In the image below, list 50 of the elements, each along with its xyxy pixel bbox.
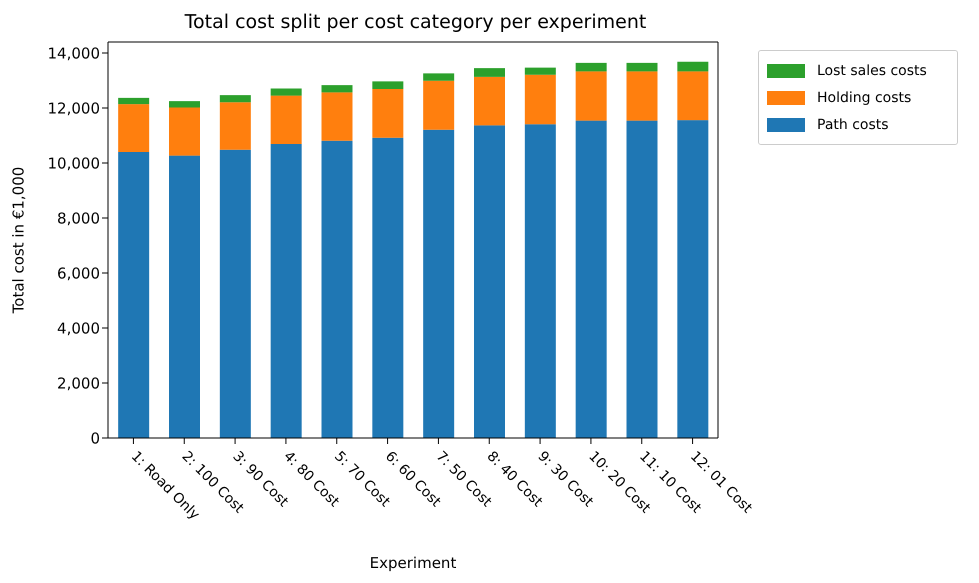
bar [118, 104, 150, 152]
bar [372, 138, 404, 438]
bar [524, 124, 556, 438]
y-tick-label: 8,000 [57, 209, 100, 228]
legend-label: Holding costs [817, 90, 912, 106]
bar [423, 73, 454, 81]
y-tick-label: 6,000 [57, 264, 100, 282]
bar [423, 80, 454, 130]
y-tick-label: 2,000 [57, 374, 100, 392]
bar [220, 150, 251, 438]
bar [270, 88, 302, 96]
bar [576, 62, 607, 72]
bar [474, 68, 505, 77]
bar [169, 156, 200, 438]
bar [372, 81, 404, 90]
legend-label: Lost sales costs [817, 62, 927, 78]
bar [626, 71, 658, 121]
y-tick-label: 10,000 [48, 154, 100, 172]
bar [576, 71, 607, 121]
bar [118, 152, 150, 438]
bar [270, 96, 302, 144]
bar [677, 120, 708, 438]
bar [118, 98, 150, 104]
bar [322, 92, 352, 141]
bar [626, 62, 658, 72]
bar [626, 120, 658, 438]
y-tick-label: 12,000 [48, 99, 100, 118]
y-tick-label: 0 [90, 429, 100, 448]
bar [322, 85, 352, 92]
bar [220, 102, 251, 150]
bar [372, 89, 404, 138]
bar [524, 68, 556, 75]
bar [474, 125, 505, 438]
x-axis-title: Experiment [370, 554, 456, 572]
y-axis-title: Total cost in €1,000 [9, 166, 28, 314]
bar [576, 120, 607, 438]
bar [474, 76, 505, 126]
bar [169, 107, 200, 156]
chart-title: Total cost split per cost category per experiment [184, 10, 646, 35]
bar [169, 101, 200, 108]
bar [677, 71, 708, 120]
y-tick-label: 4,000 [57, 319, 100, 338]
y-tick-label: 14,000 [48, 44, 100, 62]
bar [270, 144, 302, 438]
bar [220, 95, 251, 102]
bar [524, 74, 556, 124]
bar [677, 62, 708, 72]
bar [322, 140, 352, 438]
legend-label: Path costs [817, 116, 889, 132]
bar [423, 130, 454, 438]
